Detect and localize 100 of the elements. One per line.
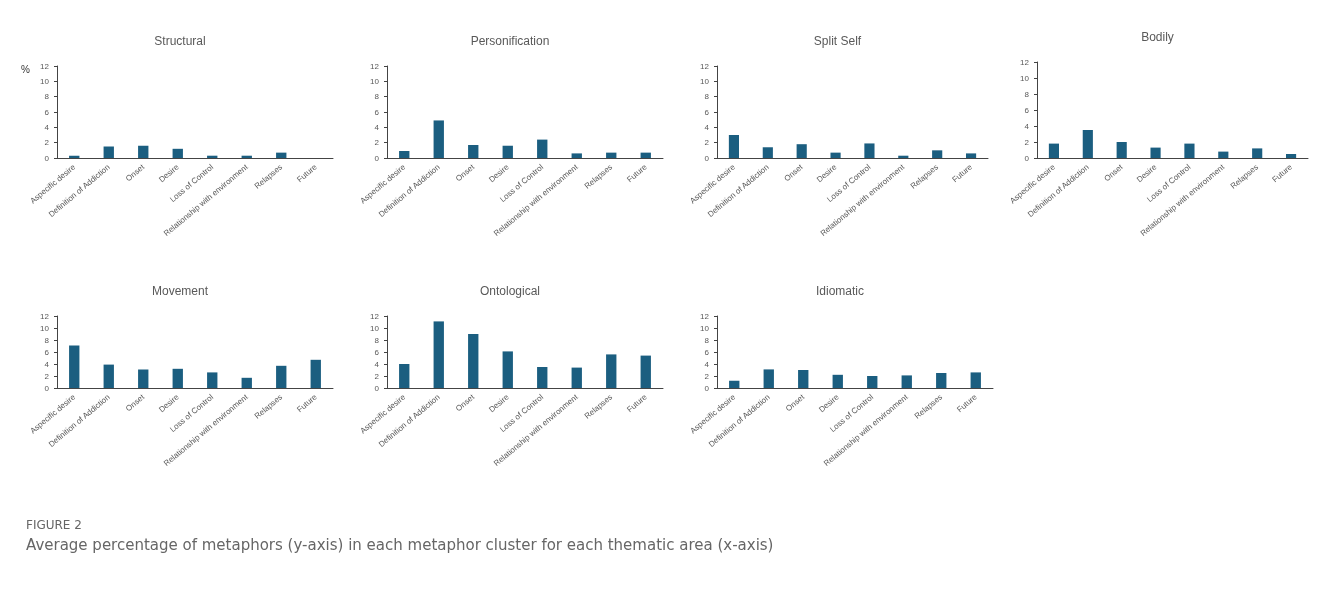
bar	[867, 376, 878, 388]
bar	[172, 148, 183, 158]
y-tick-label: 6	[44, 347, 50, 357]
y-tick-label: 8	[374, 335, 380, 345]
bar	[864, 143, 875, 158]
bar	[936, 373, 947, 388]
y-tick-label: 2	[44, 371, 50, 381]
bar	[1116, 142, 1127, 158]
chart-title: Structural	[154, 34, 206, 48]
y-tick-label: 8	[704, 92, 710, 102]
bar	[965, 153, 977, 158]
y-tick-label: 6	[704, 347, 710, 357]
bar	[276, 365, 287, 388]
y-tick-label: 2	[1024, 137, 1030, 147]
bar	[832, 374, 843, 388]
bar	[763, 369, 774, 388]
bar	[537, 139, 548, 158]
bar	[138, 369, 149, 388]
bar	[1048, 143, 1060, 158]
y-tick-label: 10	[40, 76, 50, 86]
y-tick-label: 10	[700, 76, 710, 86]
y-tick-label: 2	[704, 138, 710, 148]
bar	[606, 354, 617, 388]
y-tick-label: 0	[704, 383, 710, 393]
bar	[1218, 151, 1229, 158]
bar	[138, 145, 149, 158]
y-tick-label: 2	[44, 138, 50, 148]
bar	[537, 367, 548, 388]
y-tick-label: 4	[1024, 121, 1030, 131]
chart-title: Bodily	[1141, 30, 1174, 44]
chart-title: Ontological	[479, 284, 541, 298]
y-tick-label: 4	[44, 122, 50, 132]
bar	[571, 153, 582, 158]
bar	[103, 146, 114, 158]
y-tick-label: 2	[704, 371, 710, 381]
y-tick-label: 10	[370, 323, 380, 333]
chart-title: Personification	[470, 34, 550, 48]
y-tick-label: 4	[704, 359, 710, 369]
bar	[728, 135, 740, 158]
bar	[399, 364, 410, 388]
y-tick-label: 0	[44, 383, 50, 393]
bar	[901, 375, 912, 388]
bar	[798, 370, 809, 388]
bar	[468, 144, 479, 158]
y-tick-label: 8	[44, 335, 50, 345]
bar	[103, 364, 114, 388]
bar	[640, 355, 651, 388]
bar	[433, 321, 444, 388]
y-tick-label: 0	[44, 153, 50, 163]
y-tick-label: 0	[374, 153, 380, 163]
bar	[468, 334, 479, 388]
y-tick-label: 12	[40, 311, 50, 321]
y-tick-label: 12	[370, 311, 380, 321]
bar	[502, 145, 513, 158]
bar	[172, 368, 183, 388]
y-tick-label: 12	[700, 61, 710, 71]
y-tick-label: 12	[40, 61, 50, 71]
y-tick-label: 6	[44, 107, 50, 117]
bar	[433, 120, 444, 158]
bar	[241, 377, 252, 388]
y-tick-label: 12	[370, 61, 380, 71]
y-tick-label: 2	[374, 138, 380, 148]
bar	[729, 380, 740, 388]
y-axis-title: %	[21, 63, 30, 75]
y-tick-label: 8	[44, 92, 50, 102]
bar	[1150, 147, 1161, 158]
y-tick-label: 4	[704, 122, 710, 132]
y-tick-label: 6	[374, 347, 380, 357]
y-tick-label: 6	[1024, 105, 1030, 115]
y-tick-label: 8	[1024, 89, 1030, 99]
bar	[1184, 143, 1195, 158]
bar	[970, 372, 981, 388]
y-tick-label: 8	[374, 92, 380, 102]
bar	[762, 147, 773, 158]
y-tick-label: 10	[370, 76, 380, 86]
y-tick-label: 12	[1020, 57, 1030, 67]
bar	[502, 351, 513, 388]
bar	[69, 345, 80, 388]
y-tick-label: 2	[374, 371, 380, 381]
y-tick-label: 4	[44, 359, 50, 369]
bar	[796, 144, 807, 158]
bar	[571, 367, 582, 388]
caption: FIGURE 2	[26, 518, 83, 532]
y-tick-label: 4	[374, 359, 380, 369]
chart-title: Split Self	[813, 34, 862, 48]
bar	[1082, 130, 1093, 158]
y-tick-label: 0	[704, 153, 710, 163]
y-tick-label: 10	[700, 323, 710, 333]
y-tick-label: 6	[704, 107, 710, 117]
bar	[830, 152, 841, 158]
bar	[310, 359, 321, 388]
chart-title: Idiomatic	[815, 284, 865, 298]
y-tick-label: 6	[374, 107, 380, 117]
bar	[207, 372, 218, 388]
chart-title: Movement	[151, 284, 209, 298]
bar	[1285, 154, 1297, 158]
y-tick-label: 10	[1020, 73, 1030, 83]
bar	[399, 151, 410, 158]
text: Average percentage of metaphors (y-axis) in each metaphor cluster for each thematic area (x-axis)	[26, 536, 774, 554]
y-tick-label: 4	[374, 122, 380, 132]
